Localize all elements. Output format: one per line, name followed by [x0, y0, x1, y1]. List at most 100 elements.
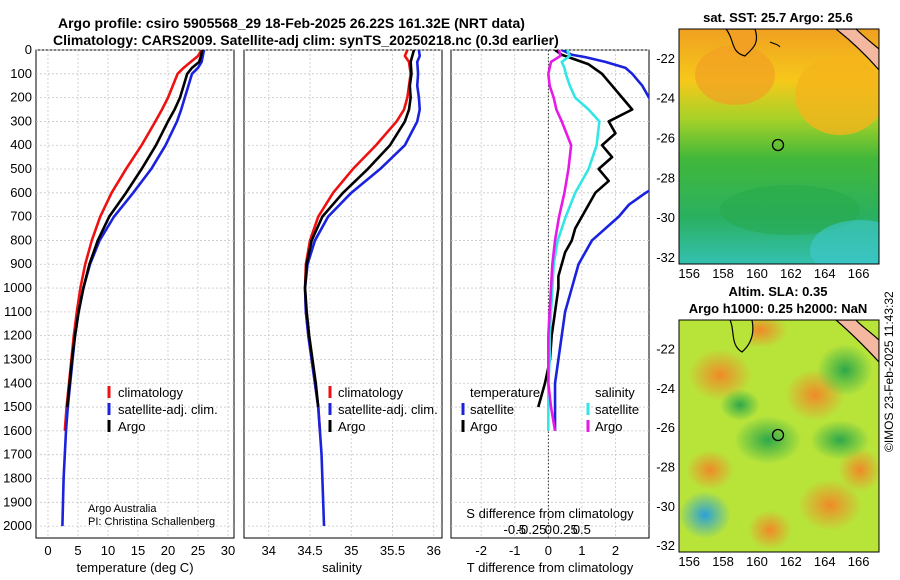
- map-x-tick-label: 160: [746, 554, 768, 569]
- annotation-pi: PI: Christina Schallenberg: [88, 516, 215, 528]
- y-tick-label: 400: [10, 137, 32, 152]
- series-line-s-satellite: [547, 50, 601, 431]
- difference-axes-frame: [450, 49, 650, 539]
- legend-label-satellite: satellite-adj. clim.: [118, 402, 218, 417]
- y-tick-label: 300: [10, 113, 32, 128]
- x-tick-label: 30: [221, 543, 235, 558]
- x-tick-label: 10: [101, 543, 115, 558]
- temperature-axes-frame: [35, 49, 235, 539]
- legend-header-salinity: salinity: [595, 385, 635, 400]
- x-tick-label: -2: [475, 543, 487, 558]
- x-tick-label: 5: [74, 543, 81, 558]
- salinity-series: [303, 50, 422, 527]
- salinity-grid: [244, 49, 442, 538]
- y-tick-label: 900: [10, 256, 32, 271]
- legend-label-t-satellite: satellite: [470, 402, 514, 417]
- map-x-tick-label: 158: [712, 266, 734, 281]
- y-tick-label: 1900: [3, 494, 32, 509]
- x-tick-label: 35.5: [380, 543, 405, 558]
- x-tick-label: 15: [131, 543, 145, 558]
- map-x-tick-label: 164: [814, 554, 836, 569]
- y-tick-label: 1200: [3, 328, 32, 343]
- y-tick-label: 1700: [3, 447, 32, 462]
- temperature-grid: [36, 49, 234, 538]
- map-x-tick-label: 158: [712, 554, 734, 569]
- y-tick-label: 200: [10, 90, 32, 105]
- map-x-tick-label: 164: [814, 266, 836, 281]
- x-tick-label: 20: [161, 543, 175, 558]
- map-y-tick-label: -24: [656, 91, 675, 106]
- s-tick-label: 0: [545, 522, 552, 537]
- sst-map-title: sat. SST: 25.7 Argo: 25.6: [703, 10, 853, 25]
- legend-label-s-satellite: satellite: [595, 402, 639, 417]
- sst-map-frame: [678, 28, 880, 265]
- map-x-tick-label: 166: [848, 266, 870, 281]
- map-x-tick-label: 156: [678, 554, 700, 569]
- y-tick-label: 500: [10, 161, 32, 176]
- y-tick-label: 2000: [3, 518, 32, 533]
- x-tick-label: 1: [578, 543, 585, 558]
- difference-legend: temperature satellite Argo salinity sate…: [461, 385, 639, 434]
- map-x-tick-label: 160: [746, 266, 768, 281]
- sst-map-image: [679, 29, 879, 264]
- map-y-tick-label: -26: [656, 131, 675, 146]
- legend-label-t-argo: Argo: [470, 419, 497, 434]
- s-difference-axis-label: S difference from climatology: [466, 506, 634, 521]
- sla-map-title-2: Argo h1000: 0.25 h2000: NaN: [689, 301, 867, 316]
- series-line-satellite-adj-clim-: [61, 50, 206, 527]
- s-tick-label: 0.5: [573, 522, 591, 537]
- y-tick-label: 100: [10, 66, 32, 81]
- map-x-tick-label: 162: [780, 554, 802, 569]
- salinity-legend: climatology satellite-adj. clim. Argo: [328, 385, 438, 434]
- difference-series: [537, 50, 649, 432]
- legend-label-climatology: climatology: [118, 385, 184, 400]
- y-tick-label: 1400: [3, 375, 32, 390]
- map-y-tick-label: -22: [656, 51, 675, 66]
- x-tick-label: 35: [344, 543, 358, 558]
- map-x-tick-label: 166: [848, 554, 870, 569]
- sla-map-image: [679, 320, 879, 552]
- map-y-tick-label: -32: [656, 250, 675, 265]
- series-line-t-satellite: [553, 50, 649, 431]
- sla-map-frame: [678, 319, 880, 553]
- x-tick-label: 34: [262, 543, 276, 558]
- y-tick-label: 1000: [3, 280, 32, 295]
- map-y-tick-label: -30: [656, 499, 675, 514]
- map-y-tick-label: -28: [656, 459, 675, 474]
- temperature-legend: climatology satellite-adj. clim. Argo: [107, 385, 218, 434]
- series-line-satellite-adj-clim-: [303, 50, 422, 527]
- y-tick-label: 1300: [3, 351, 32, 366]
- t-difference-axis-label: T difference from climatology: [467, 560, 634, 575]
- x-tick-label: 36: [427, 543, 441, 558]
- series-line-s-argo: [547, 50, 573, 432]
- sla-float-marker: [771, 428, 785, 442]
- legend-label-argo: Argo: [338, 419, 365, 434]
- map-x-tick-label: 162: [780, 266, 802, 281]
- legend-label-climatology: climatology: [338, 385, 404, 400]
- x-tick-label: 2: [612, 543, 619, 558]
- s-tick-label: -0.25: [517, 522, 547, 537]
- map-y-tick-label: -30: [656, 210, 675, 225]
- temperature-axis-label: temperature (deg C): [76, 560, 193, 575]
- map-y-tick-label: -28: [656, 170, 675, 185]
- copyright-timestamp: ©IMOS 23-Feb-2025 11:43:32: [882, 291, 896, 452]
- y-tick-label: 1500: [3, 399, 32, 414]
- series-line-argo: [65, 50, 204, 408]
- sst-float-marker: [771, 138, 785, 152]
- y-tick-label: 800: [10, 232, 32, 247]
- map-y-tick-label: -32: [656, 538, 675, 553]
- temperature-series: [61, 50, 206, 527]
- title-line-2: Climatology: CARS2009. Satellite-adj cli…: [53, 32, 559, 48]
- series-line-t-argo: [537, 50, 634, 408]
- y-tick-label: 1800: [3, 470, 32, 485]
- legend-label-argo: Argo: [118, 419, 145, 434]
- x-tick-label: -1: [509, 543, 521, 558]
- map-x-tick-label: 156: [678, 266, 700, 281]
- x-tick-label: 25: [191, 543, 205, 558]
- s-tick-label: 0.25: [552, 522, 577, 537]
- annotation-institution: Argo Australia: [88, 503, 157, 515]
- y-tick-label: 600: [10, 185, 32, 200]
- salinity-axes-frame: [243, 49, 443, 539]
- title-line-1: Argo profile: csiro 5905568_29 18-Feb-20…: [58, 15, 525, 31]
